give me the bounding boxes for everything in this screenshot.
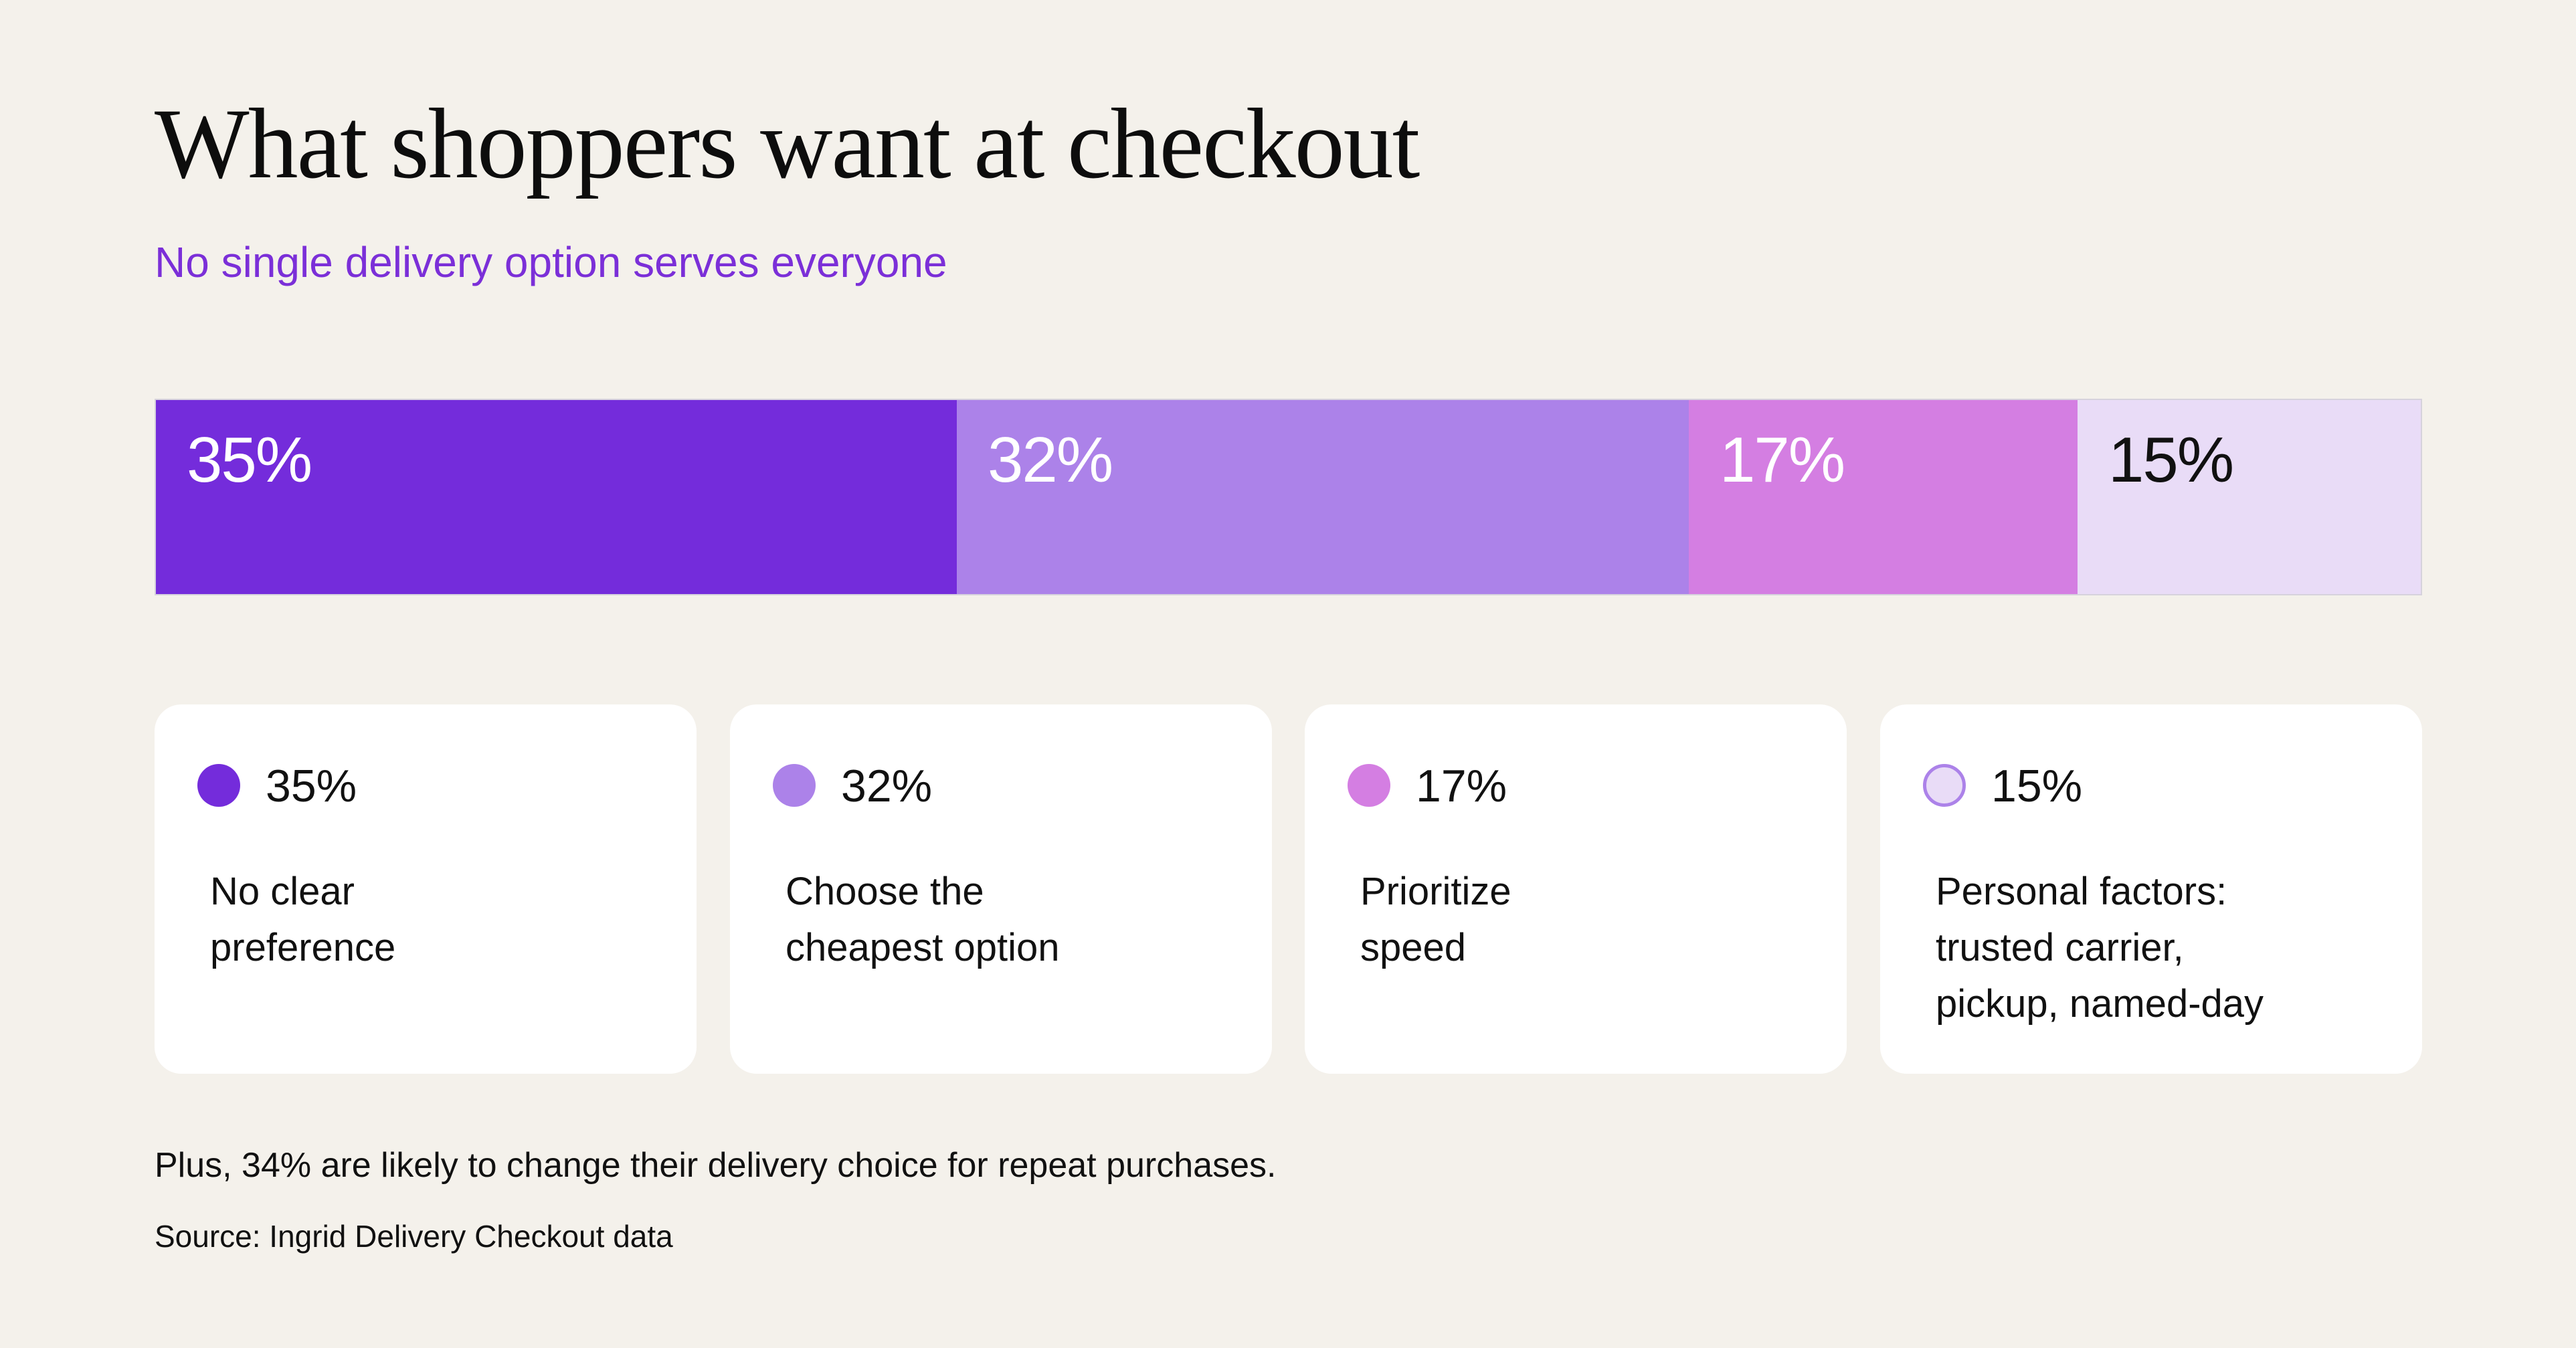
- legend-dot-icon: [773, 764, 816, 807]
- bar-segment: 32%: [957, 400, 1689, 594]
- bar-segment-label: 17%: [1720, 424, 1845, 496]
- bar-segment: 15%: [2078, 400, 2421, 594]
- legend-description: Personal factors: trusted carrier, pickup,…: [1936, 864, 2364, 1032]
- legend-description: No clear preference: [210, 864, 638, 976]
- stacked-bar: 35% 32% 17% 15%: [155, 399, 2422, 595]
- legend-value: 17%: [1416, 761, 1507, 811]
- bar-segment: 35%: [156, 400, 957, 594]
- legend-value: 32%: [841, 761, 933, 811]
- legend-dot-icon: [1923, 764, 1966, 807]
- legend-value: 35%: [266, 761, 357, 811]
- legend-description: Choose the cheapest option: [786, 864, 1214, 976]
- legend-card: 35% No clear preference: [155, 704, 697, 1074]
- legend-card: 17% Prioritize speed: [1305, 704, 1847, 1074]
- legend-card: 15% Personal factors: trusted carrier, pick…: [1880, 704, 2422, 1074]
- legend-description-line: cheapest option: [786, 926, 1060, 969]
- legend-description-line: preference: [210, 926, 396, 969]
- chart-subtitle: No single delivery option serves everyon…: [155, 238, 947, 286]
- footnote: Plus, 34% are likely to change their del…: [155, 1146, 1277, 1185]
- legend-description-line: pickup, named-day: [1936, 982, 2264, 1026]
- legend-dot-icon: [1348, 764, 1390, 807]
- bar-segment-label: 35%: [187, 424, 312, 496]
- legend-description-line: Choose the: [786, 870, 984, 913]
- legend-description: Prioritize speed: [1360, 864, 1788, 976]
- legend-description-line: No clear: [210, 870, 355, 913]
- legend-description-line: Personal factors:: [1936, 870, 2227, 913]
- legend-cards: 35% No clear preference 32% Choose the cheape…: [155, 704, 2422, 1074]
- bar-segment: 17%: [1689, 400, 2078, 594]
- legend-dot-icon: [197, 764, 240, 807]
- legend-description-line: speed: [1360, 926, 1467, 969]
- legend-description-line: trusted carrier,: [1936, 926, 2184, 969]
- bar-segment-label: 15%: [2108, 424, 2234, 496]
- legend-card: 32% Choose the cheapest option: [730, 704, 1272, 1074]
- source-note: Source: Ingrid Delivery Checkout data: [155, 1219, 673, 1254]
- chart-title: What shoppers want at checkout: [155, 88, 1420, 199]
- bar-segment-label: 32%: [988, 424, 1113, 496]
- legend-value: 15%: [1991, 761, 2083, 811]
- legend-description-line: Prioritize: [1360, 870, 1511, 913]
